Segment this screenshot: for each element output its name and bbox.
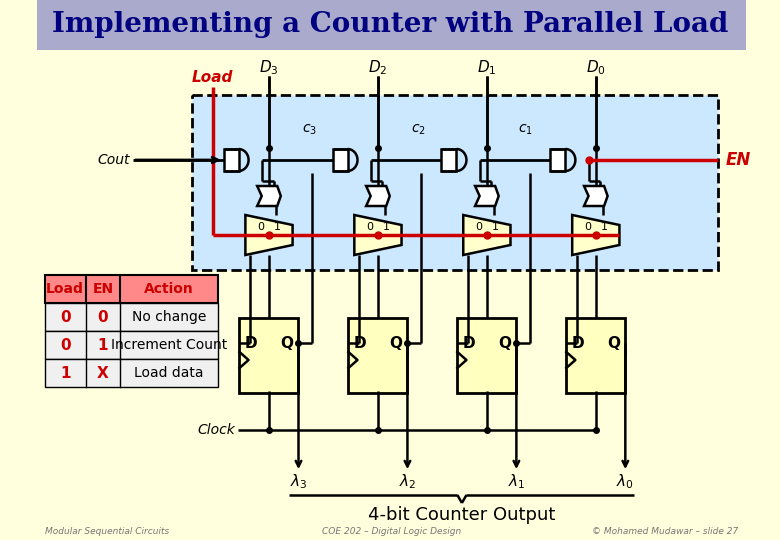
Text: 0: 0 [367, 222, 374, 232]
Text: Load: Load [192, 71, 233, 85]
Text: 1: 1 [274, 222, 281, 232]
Bar [44, 331, 218, 359]
Text: 0: 0 [60, 338, 70, 353]
Bar [441, 149, 456, 171]
Text: EN: EN [92, 282, 113, 296]
Text: D: D [572, 335, 584, 350]
Polygon shape [475, 186, 498, 206]
Text: 1: 1 [98, 338, 108, 353]
Text: Clock: Clock [197, 423, 236, 437]
Bar [37, 0, 746, 50]
Text: $\lambda_2$: $\lambda_2$ [399, 472, 416, 491]
Polygon shape [354, 215, 402, 255]
Bar [332, 149, 348, 171]
Polygon shape [463, 215, 510, 255]
Bar [551, 149, 566, 171]
Polygon shape [573, 215, 619, 255]
Text: 0: 0 [584, 222, 591, 232]
Text: 0: 0 [60, 309, 70, 325]
Text: 1: 1 [601, 222, 608, 232]
Text: 0: 0 [257, 222, 264, 232]
Bar [44, 275, 218, 303]
Text: $c_2$: $c_2$ [411, 123, 426, 137]
Text: Cout: Cout [98, 153, 130, 167]
Bar [349, 318, 407, 393]
Text: 0: 0 [98, 309, 108, 325]
Text: X: X [97, 366, 108, 381]
Text: $D_3$: $D_3$ [259, 59, 278, 77]
Text: $\lambda_3$: $\lambda_3$ [289, 472, 307, 491]
Text: 1: 1 [383, 222, 389, 232]
Text: $D_0$: $D_0$ [586, 59, 606, 77]
Polygon shape [246, 215, 292, 255]
Text: Load data: Load data [134, 366, 204, 380]
Text: $\lambda_1$: $\lambda_1$ [508, 472, 525, 491]
Bar [44, 359, 218, 387]
Text: EN: EN [725, 151, 751, 169]
Text: Load: Load [46, 282, 84, 296]
Text: 1: 1 [491, 222, 498, 232]
Polygon shape [366, 186, 390, 206]
Text: 1: 1 [60, 366, 70, 381]
Text: Implementing a Counter with Parallel Load: Implementing a Counter with Parallel Loa… [51, 11, 728, 38]
Polygon shape [257, 186, 281, 206]
Bar [566, 318, 626, 393]
Text: © Mohamed Mudawar – slide 27: © Mohamed Mudawar – slide 27 [592, 528, 739, 537]
Bar [192, 95, 718, 270]
Bar [457, 318, 516, 393]
Text: Modular Sequential Circuits: Modular Sequential Circuits [44, 528, 169, 537]
Text: $D_1$: $D_1$ [477, 59, 497, 77]
Polygon shape [584, 186, 608, 206]
Text: Q: Q [607, 335, 620, 350]
Text: Q: Q [498, 335, 511, 350]
Bar [44, 303, 218, 331]
Text: Q: Q [389, 335, 402, 350]
Text: Action: Action [144, 282, 194, 296]
Text: $c_1$: $c_1$ [519, 123, 534, 137]
Text: 4-bit Counter Output: 4-bit Counter Output [368, 506, 555, 524]
Text: Q: Q [280, 335, 293, 350]
Text: $\lambda_0$: $\lambda_0$ [616, 472, 634, 491]
Text: No change: No change [132, 310, 207, 324]
Text: Increment Count: Increment Count [111, 338, 227, 352]
Text: COE 202 – Digital Logic Design: COE 202 – Digital Logic Design [322, 528, 461, 537]
Bar [224, 149, 239, 171]
Text: $D_2$: $D_2$ [368, 59, 388, 77]
Text: D: D [245, 335, 257, 350]
Bar [239, 318, 299, 393]
Text: 0: 0 [475, 222, 482, 232]
Text: D: D [354, 335, 367, 350]
Text: $c_3$: $c_3$ [303, 123, 317, 137]
Text: D: D [463, 335, 476, 350]
